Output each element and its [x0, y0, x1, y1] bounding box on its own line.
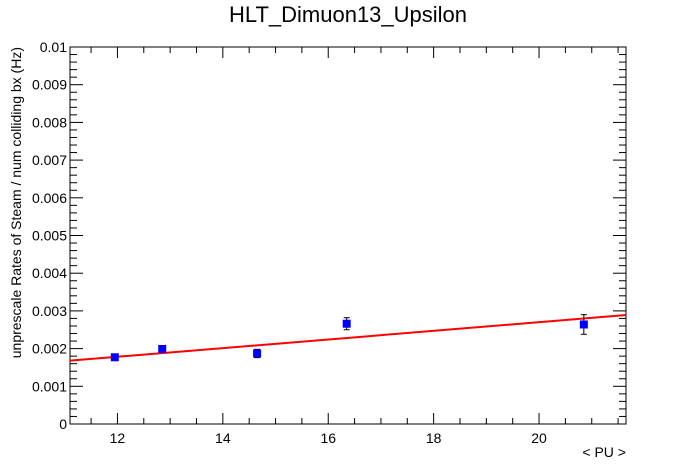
y-tick-label: 0.008: [32, 114, 67, 130]
data-point: [579, 320, 588, 329]
x-tick-label: 20: [531, 430, 547, 446]
y-tick-label: 0: [59, 416, 67, 432]
y-tick-label: 0.01: [40, 39, 67, 55]
y-tick-label: 0.004: [32, 265, 67, 281]
chart-title: HLT_Dimuon13_Upsilon: [229, 2, 467, 27]
plot-frame: [69, 46, 627, 425]
y-tick-label: 0.001: [32, 378, 67, 394]
y-tick-label: 0.006: [32, 190, 67, 206]
y-tick-label: 0.005: [32, 228, 67, 244]
x-tick-label: 14: [215, 430, 231, 446]
y-tick-label: 0.009: [32, 77, 67, 93]
points-layer: [110, 314, 588, 362]
y-axis: 0 0.001 0.002 0.003 0.004 0.005 0.006 0.007 0.00…: [32, 39, 626, 432]
y-tick-label: 0.002: [32, 341, 67, 357]
data-point: [110, 353, 119, 362]
data-point: [158, 344, 167, 353]
x-tick-label: 12: [110, 430, 126, 446]
data-point: [342, 319, 351, 328]
y-axis-label: unprescale Rates of Steam / num collidin…: [8, 47, 24, 358]
x-tick-label: 18: [426, 430, 442, 446]
y-tick-label: 0.007: [32, 152, 67, 168]
x-axis: 12 14 16 18 20: [90, 47, 619, 446]
fit-line: [69, 314, 627, 362]
x-tick-label: 16: [320, 430, 336, 446]
x-axis-label: < PU >: [582, 444, 626, 460]
y-tick-label: 0.003: [32, 303, 67, 319]
data-point: [253, 349, 262, 358]
fit-layer: [69, 314, 627, 362]
